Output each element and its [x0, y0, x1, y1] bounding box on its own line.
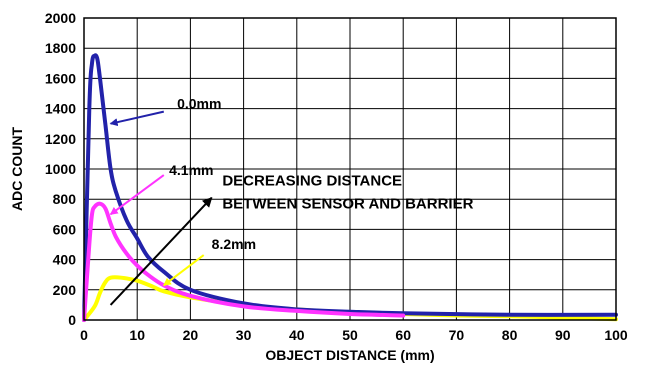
tick-labels: 0 10 20 30 40 50 60 70 80 90 100020040060080010001… [45, 10, 628, 343]
annotation-label: 4.1mm [169, 162, 213, 178]
y-tick-label: 2000 [45, 10, 76, 26]
annotations: 0.0mm 4.1mm 8.2mm [109, 96, 256, 287]
y-tick-label: 200 [53, 282, 77, 298]
x-tick-label: 30 [236, 327, 252, 343]
x-tick-label: 0 [80, 327, 88, 343]
y-axis-title: ADC COUNT [9, 127, 25, 211]
series-line-0-0mm [82, 53, 618, 322]
annotation-label: 0.0mm [177, 96, 221, 112]
x-tick-label: 100 [604, 327, 628, 343]
x-tick-label: 20 [183, 327, 199, 343]
trend-label-line-1: DECREASING DISTANCE [222, 173, 402, 190]
x-tick-label: 70 [449, 327, 465, 343]
x-axis-title: OBJECT DISTANCE (mm) [265, 347, 434, 363]
y-tick-label: 1400 [45, 101, 76, 117]
series-layer [82, 53, 618, 322]
y-tick-label: 0 [68, 312, 76, 328]
annotation-arrow [163, 254, 205, 287]
x-tick-label: 50 [342, 327, 358, 343]
y-tick-label: 600 [53, 221, 77, 237]
y-tick-label: 1200 [45, 131, 76, 147]
y-tick-label: 800 [53, 191, 77, 207]
annotation-arrow [109, 110, 165, 127]
trend-arrow [109, 196, 213, 306]
trend-annotation: DECREASING DISTANCE BETWEEN SENSOR AND B… [109, 173, 474, 306]
y-tick-label: 400 [53, 252, 77, 268]
series-line-4-1mm [82, 201, 406, 322]
x-tick-label: 10 [129, 327, 145, 343]
x-tick-label: 40 [289, 327, 305, 343]
x-tick-label: 80 [502, 327, 518, 343]
grid [83, 17, 617, 321]
y-tick-label: 1800 [45, 40, 76, 56]
annotation-label: 8.2mm [212, 236, 256, 252]
y-tick-label: 1000 [45, 161, 76, 177]
trend-label-line-2: BETWEEN SENSOR AND BARRIER [222, 195, 473, 212]
x-tick-label: 90 [555, 327, 571, 343]
y-tick-label: 1600 [45, 70, 76, 86]
plot-frame [83, 17, 617, 321]
x-tick-label: 60 [395, 327, 411, 343]
annotation-arrow [109, 174, 165, 216]
